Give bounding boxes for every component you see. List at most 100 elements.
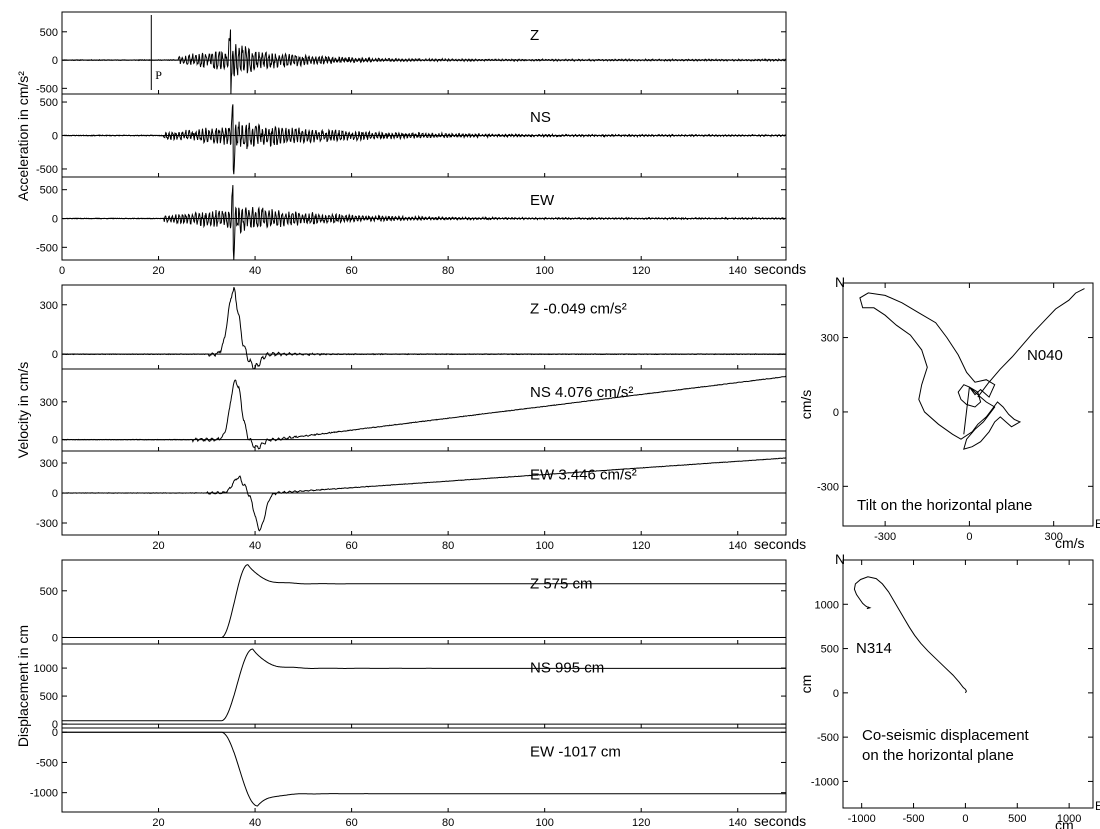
velocity-component-label: NS 4.076 cm/s²	[530, 384, 633, 401]
displacement-panel-ew-frame	[61, 727, 787, 813]
y-tick-label: 500	[821, 644, 839, 656]
acceleration-component-label: EW	[530, 192, 555, 209]
x-tick-label: 140	[729, 265, 747, 277]
y-tick-label: -1000	[811, 776, 839, 788]
x-tick-label: -300	[874, 531, 896, 543]
east-label: E	[1095, 517, 1100, 531]
north-label: N	[835, 274, 845, 290]
coseismic-plot-frame	[842, 559, 1094, 809]
x-axis-unit-label: cm/s	[1055, 535, 1085, 551]
displacement-panel-z-frame	[61, 559, 787, 645]
velocity-component-label: EW 3.446 cm/s²	[530, 467, 637, 484]
coseismic-particle-path	[853, 576, 967, 694]
y-tick-label: 500	[40, 691, 58, 703]
acceleration-y-axis-label: Acceleration in cm/s²	[15, 71, 31, 201]
displacement-trace-z	[62, 564, 786, 638]
displacement-trace-ns	[62, 648, 786, 722]
y-tick-label: 0	[52, 727, 58, 739]
velocity-panel-z-frame	[61, 284, 787, 370]
y-tick-label: -300	[817, 481, 839, 493]
y-axis-unit-label: cm	[798, 675, 814, 694]
x-tick-label: 1000	[1057, 813, 1081, 825]
x-tick-label: 20	[152, 817, 164, 829]
displacement-y-axis-label: Displacement in cm	[15, 625, 31, 747]
y-tick-label: -300	[36, 518, 58, 530]
x-axis-unit-label: cm	[1055, 817, 1074, 829]
y-tick-label: 300	[40, 300, 58, 312]
velocity-y-axis-label: Velocity in cm/s	[15, 362, 31, 458]
y-tick-label: 300	[40, 458, 58, 470]
acceleration-trace-ns	[61, 104, 787, 175]
y-tick-label: 0	[52, 719, 58, 731]
tilt-particle-path	[859, 292, 1022, 450]
displacement-panel-ns-frame	[61, 643, 787, 729]
x-tick-label: 300	[1044, 531, 1062, 543]
velocity-trace-ns	[61, 375, 787, 450]
displacement-component-label: Z 575 cm	[530, 576, 593, 593]
acceleration-component-label: NS	[530, 109, 551, 126]
y-tick-label: 500	[40, 97, 58, 109]
y-tick-label: -500	[817, 732, 839, 744]
velocity-component-label: Z -0.049 cm/s²	[530, 301, 627, 318]
y-tick-label: -500	[36, 83, 58, 95]
displacement-component-label: EW -1017 cm	[530, 744, 621, 761]
y-tick-label: 500	[40, 27, 58, 39]
x-tick-label: 80	[442, 265, 454, 277]
coseismic-direction-label: N314	[856, 640, 892, 657]
x-tick-label: 40	[249, 265, 261, 277]
x-tick-label: 0	[59, 265, 65, 277]
acceleration-component-label: Z	[530, 27, 539, 44]
tilt-title: Tilt on the horizontal plane	[857, 497, 1032, 514]
coseismic-title: Co-seismic displacement	[862, 727, 1030, 744]
y-tick-label: 0	[52, 435, 58, 447]
y-tick-label: 0	[833, 688, 839, 700]
x-tick-label: -500	[903, 813, 925, 825]
x-tick-label: 0	[966, 531, 972, 543]
x-tick-label: 140	[729, 817, 747, 829]
y-tick-label: 0	[52, 214, 58, 226]
y-tick-label: 1000	[34, 663, 58, 675]
y-axis-unit-label: cm/s	[798, 390, 814, 420]
y-tick-label: -1000	[30, 788, 58, 800]
acceleration-trace-z	[62, 29, 787, 95]
y-tick-label: 1000	[815, 599, 839, 611]
x-tick-label: 60	[345, 265, 357, 277]
x-tick-label: 100	[535, 817, 553, 829]
x-tick-label: 100	[535, 265, 553, 277]
tilt-direction-trace	[977, 288, 1085, 398]
x-tick-label: 120	[632, 817, 650, 829]
x-tick-label: 100	[535, 540, 553, 552]
x-tick-label: 0	[962, 813, 968, 825]
y-tick-label: -500	[36, 242, 58, 254]
velocity-panel-ns-frame	[61, 368, 787, 452]
x-tick-label: 40	[249, 817, 261, 829]
x-unit-label: seconds	[754, 813, 806, 829]
y-tick-label: -500	[36, 164, 58, 176]
x-tick-label: 140	[729, 540, 747, 552]
x-tick-label: 20	[152, 540, 164, 552]
acceleration-trace-ew	[61, 185, 787, 261]
y-tick-label: 0	[52, 632, 58, 644]
y-tick-label: 500	[40, 185, 58, 197]
x-tick-label: 60	[345, 540, 357, 552]
y-tick-label: 500	[40, 586, 58, 598]
y-tick-label: 300	[40, 397, 58, 409]
x-tick-label: 40	[249, 540, 261, 552]
velocity-trace-ew	[61, 457, 787, 532]
y-tick-label: 0	[52, 131, 58, 143]
y-tick-label: -500	[36, 757, 58, 769]
x-tick-label: 120	[632, 265, 650, 277]
waveform-traces	[61, 29, 1085, 807]
east-label: E	[1095, 799, 1100, 813]
x-tick-label: 20	[152, 265, 164, 277]
y-tick-label: 0	[52, 488, 58, 500]
tilt-direction-label: N040	[1027, 347, 1063, 364]
y-tick-label: 0	[833, 407, 839, 419]
x-tick-label: 80	[442, 817, 454, 829]
y-tick-label: 0	[52, 349, 58, 361]
velocity-trace-z	[61, 287, 787, 370]
x-tick-label: 80	[442, 540, 454, 552]
displacement-trace-ew	[62, 731, 786, 807]
x-tick-label: 120	[632, 540, 650, 552]
